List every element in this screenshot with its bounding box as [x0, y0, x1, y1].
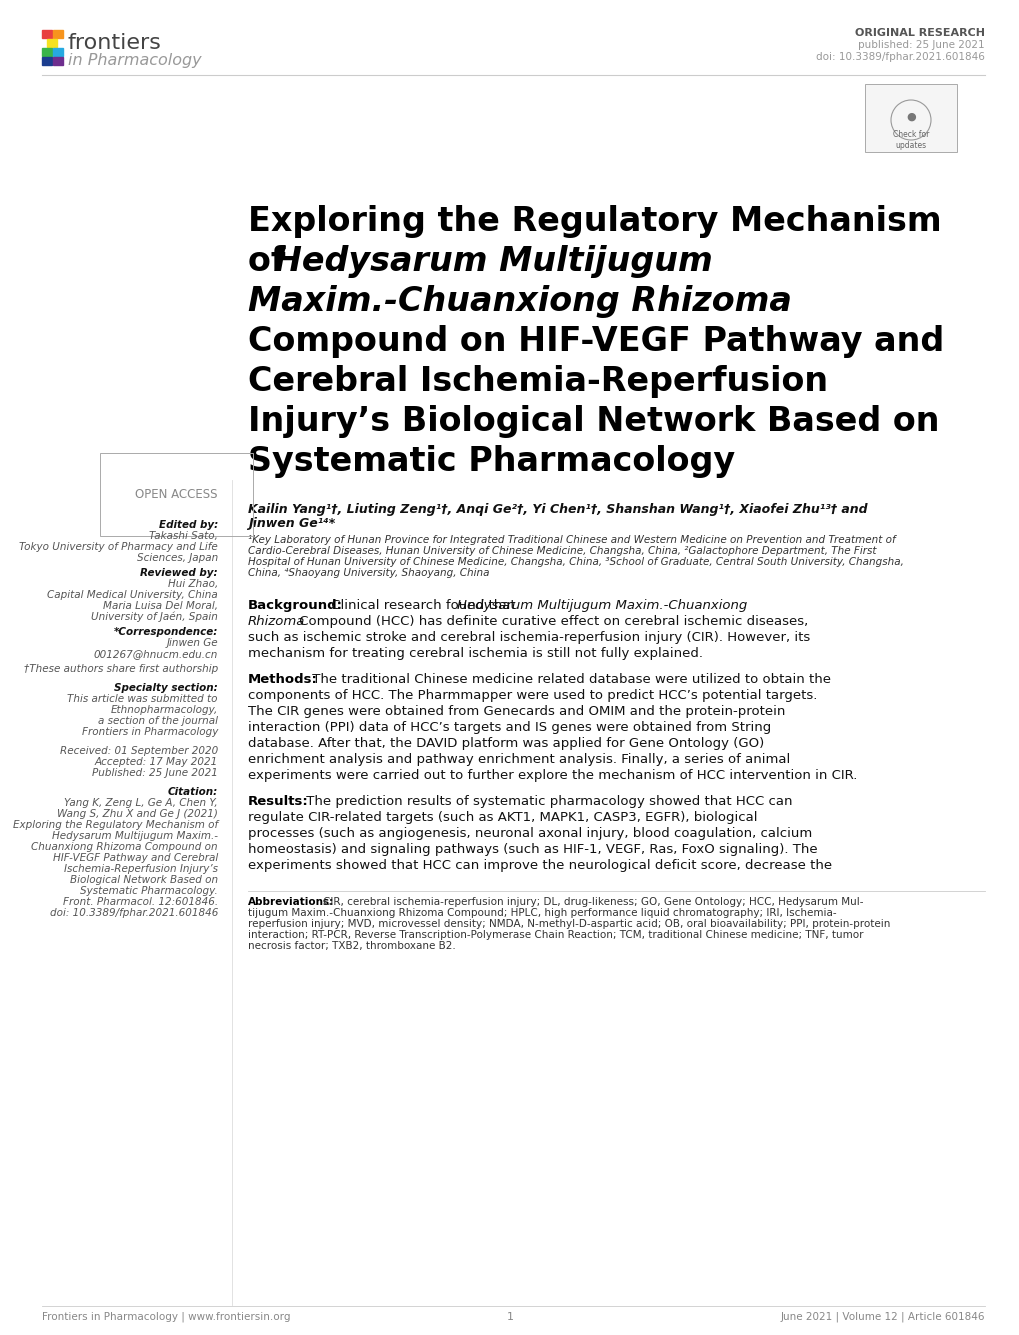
Text: Ethnopharmacology,: Ethnopharmacology, [111, 705, 218, 716]
Text: Accepted: 17 May 2021: Accepted: 17 May 2021 [95, 757, 218, 768]
Text: Kailin Yang¹†, Liuting Zeng¹†, Anqi Ge²†, Yi Chen¹†, Shanshan Wang¹†, Xiaofei Zh: Kailin Yang¹†, Liuting Zeng¹†, Anqi Ge²†… [248, 503, 867, 517]
Text: Check for
updates: Check for updates [892, 131, 928, 150]
Text: Rhizoma: Rhizoma [248, 615, 305, 627]
Text: Wang S, Zhu X and Ge J (2021): Wang S, Zhu X and Ge J (2021) [57, 809, 218, 818]
Text: doi: 10.3389/fphar.2021.601846: doi: 10.3389/fphar.2021.601846 [815, 52, 984, 61]
Text: ORIGINAL RESEARCH: ORIGINAL RESEARCH [854, 28, 984, 37]
Text: homeostasis) and signaling pathways (such as HIF-1, VEGF, Ras, FoxO signaling). : homeostasis) and signaling pathways (suc… [248, 842, 817, 856]
Bar [42, 29, 52, 37]
Text: Jinwen Ge¹⁴*: Jinwen Ge¹⁴* [248, 517, 335, 530]
Text: Compound (HCC) has definite curative effect on cerebral ischemic diseases,: Compound (HCC) has definite curative eff… [294, 615, 807, 627]
Text: The prediction results of systematic pharmacology showed that HCC can: The prediction results of systematic pha… [302, 796, 792, 808]
Text: Front. Pharmacol. 12:601846.: Front. Pharmacol. 12:601846. [63, 897, 218, 906]
Text: Capital Medical University, China: Capital Medical University, China [47, 590, 218, 599]
Text: Hedysarum Multijugum Maxim.-Chuanxiong: Hedysarum Multijugum Maxim.-Chuanxiong [457, 599, 747, 611]
Text: China, ⁴Shaoyang University, Shaoyang, China: China, ⁴Shaoyang University, Shaoyang, C… [248, 567, 489, 578]
Text: Received: 01 September 2020: Received: 01 September 2020 [60, 746, 218, 756]
Text: Biological Network Based on: Biological Network Based on [70, 874, 218, 885]
Text: Hedysarum Multijugum: Hedysarum Multijugum [274, 246, 712, 278]
Text: Maria Luisa Del Moral,: Maria Luisa Del Moral, [103, 601, 218, 611]
Text: Hedysarum Multijugum Maxim.-: Hedysarum Multijugum Maxim.- [52, 830, 218, 841]
Text: Published: 25 June 2021: Published: 25 June 2021 [92, 768, 218, 778]
Bar [47, 39, 57, 47]
Text: interaction; RT-PCR, Reverse Transcription-Polymerase Chain Reaction; TCM, tradi: interaction; RT-PCR, Reverse Transcripti… [248, 930, 863, 940]
Text: Jinwen Ge: Jinwen Ge [166, 638, 218, 647]
Text: in Pharmacology: in Pharmacology [68, 52, 202, 68]
Text: Results:: Results: [248, 796, 309, 808]
Text: University of Jaén, Spain: University of Jaén, Spain [91, 611, 218, 622]
Text: enrichment analysis and pathway enrichment analysis. Finally, a series of animal: enrichment analysis and pathway enrichme… [248, 753, 790, 766]
Text: Sciences, Japan: Sciences, Japan [137, 553, 218, 563]
Text: necrosis factor; TXB2, thromboxane B2.: necrosis factor; TXB2, thromboxane B2. [248, 941, 455, 951]
Text: *Correspondence:: *Correspondence: [113, 627, 218, 637]
Text: Yang K, Zeng L, Ge A, Chen Y,: Yang K, Zeng L, Ge A, Chen Y, [64, 798, 218, 808]
Text: regulate CIR-related targets (such as AKT1, MAPK1, CASP3, EGFR), biological: regulate CIR-related targets (such as AK… [248, 810, 757, 824]
Text: such as ischemic stroke and cerebral ischemia-reperfusion injury (CIR). However,: such as ischemic stroke and cerebral isc… [248, 631, 809, 643]
Bar [53, 57, 63, 65]
Text: Systematic Pharmacology: Systematic Pharmacology [248, 445, 735, 478]
Bar [53, 29, 63, 37]
Text: ¹Key Laboratory of Hunan Province for Integrated Traditional Chinese and Western: ¹Key Laboratory of Hunan Province for In… [248, 535, 895, 545]
Bar [42, 57, 52, 65]
Text: Hospital of Hunan University of Chinese Medicine, Changsha, China, ³School of Gr: Hospital of Hunan University of Chinese … [248, 557, 903, 567]
Text: Takashi Sato,: Takashi Sato, [149, 531, 218, 541]
Text: Systematic Pharmacology.: Systematic Pharmacology. [81, 886, 218, 896]
Text: ●: ● [905, 112, 915, 121]
Text: Specialty section:: Specialty section: [114, 684, 218, 693]
Bar [42, 48, 52, 56]
Text: mechanism for treating cerebral ischemia is still not fully explained.: mechanism for treating cerebral ischemia… [248, 647, 702, 659]
Text: published: 25 June 2021: published: 25 June 2021 [858, 40, 984, 49]
Text: Ischemia-Reperfusion Injury’s: Ischemia-Reperfusion Injury’s [64, 864, 218, 874]
Text: experiments were carried out to further explore the mechanism of HCC interventio: experiments were carried out to further … [248, 769, 857, 782]
Text: Exploring the Regulatory Mechanism: Exploring the Regulatory Mechanism [248, 206, 941, 238]
Text: database. After that, the DAVID platform was applied for Gene Ontology (GO): database. After that, the DAVID platform… [248, 737, 763, 750]
Text: Clinical research found that: Clinical research found that [327, 599, 520, 611]
Text: reperfusion injury; MVD, microvessel density; NMDA, N-methyl-D-aspartic acid; OB: reperfusion injury; MVD, microvessel den… [248, 918, 890, 929]
Text: 001267@hnucm.edu.cn: 001267@hnucm.edu.cn [94, 649, 218, 659]
Text: †These authors share first authorship: †These authors share first authorship [23, 663, 218, 674]
Text: 1: 1 [506, 1312, 513, 1322]
Text: Hui Zhao,: Hui Zhao, [167, 579, 218, 589]
Text: Cerebral Ischemia-Reperfusion: Cerebral Ischemia-Reperfusion [248, 364, 827, 398]
Text: Tokyo University of Pharmacy and Life: Tokyo University of Pharmacy and Life [19, 542, 218, 551]
Text: The CIR genes were obtained from Genecards and OMIM and the protein-protein: The CIR genes were obtained from Genecar… [248, 705, 785, 718]
Text: a section of the journal: a section of the journal [98, 716, 218, 726]
Text: tijugum Maxim.-Chuanxiong Rhizoma Compound; HPLC, high performance liquid chroma: tijugum Maxim.-Chuanxiong Rhizoma Compou… [248, 908, 836, 918]
Text: OPEN ACCESS: OPEN ACCESS [136, 489, 218, 501]
Text: This article was submitted to: This article was submitted to [67, 694, 218, 704]
Text: Citation:: Citation: [167, 788, 218, 797]
Bar [53, 48, 63, 56]
Text: of: of [248, 246, 297, 278]
Text: Compound on HIF-VEGF Pathway and: Compound on HIF-VEGF Pathway and [248, 324, 944, 358]
Text: Abbreviations:: Abbreviations: [248, 897, 334, 906]
Bar [864, 84, 956, 152]
Text: Injury’s Biological Network Based on: Injury’s Biological Network Based on [248, 405, 938, 438]
Text: Cardio-Cerebral Diseases, Hunan University of Chinese Medicine, Changsha, China,: Cardio-Cerebral Diseases, Hunan Universi… [248, 546, 875, 555]
Text: HIF-VEGF Pathway and Cerebral: HIF-VEGF Pathway and Cerebral [53, 853, 218, 862]
Text: Methods:: Methods: [248, 673, 318, 686]
Text: processes (such as angiogenesis, neuronal axonal injury, blood coagulation, calc: processes (such as angiogenesis, neurona… [248, 826, 811, 840]
Text: interaction (PPI) data of HCC’s targets and IS genes were obtained from String: interaction (PPI) data of HCC’s targets … [248, 721, 770, 734]
Text: experiments showed that HCC can improve the neurological deficit score, decrease: experiments showed that HCC can improve … [248, 858, 832, 872]
Text: Reviewed by:: Reviewed by: [141, 567, 218, 578]
Text: Edited by:: Edited by: [159, 521, 218, 530]
Text: frontiers: frontiers [68, 33, 162, 53]
Text: components of HCC. The Pharmmapper were used to predict HCC’s potential targets.: components of HCC. The Pharmmapper were … [248, 689, 816, 702]
Text: June 2021 | Volume 12 | Article 601846: June 2021 | Volume 12 | Article 601846 [780, 1312, 984, 1323]
Text: Frontiers in Pharmacology: Frontiers in Pharmacology [82, 728, 218, 737]
Text: doi: 10.3389/fphar.2021.601846: doi: 10.3389/fphar.2021.601846 [50, 908, 218, 918]
Text: Chuanxiong Rhizoma Compound on: Chuanxiong Rhizoma Compound on [32, 842, 218, 852]
Text: Frontiers in Pharmacology | www.frontiersin.org: Frontiers in Pharmacology | www.frontier… [42, 1312, 290, 1323]
Text: Background:: Background: [248, 599, 342, 611]
Text: Exploring the Regulatory Mechanism of: Exploring the Regulatory Mechanism of [13, 820, 218, 830]
Text: The traditional Chinese medicine related database were utilized to obtain the: The traditional Chinese medicine related… [308, 673, 830, 686]
Text: CIR, cerebral ischemia-reperfusion injury; DL, drug-likeness; GO, Gene Ontology;: CIR, cerebral ischemia-reperfusion injur… [323, 897, 863, 906]
Text: Maxim.-Chuanxiong Rhizoma: Maxim.-Chuanxiong Rhizoma [248, 284, 791, 318]
